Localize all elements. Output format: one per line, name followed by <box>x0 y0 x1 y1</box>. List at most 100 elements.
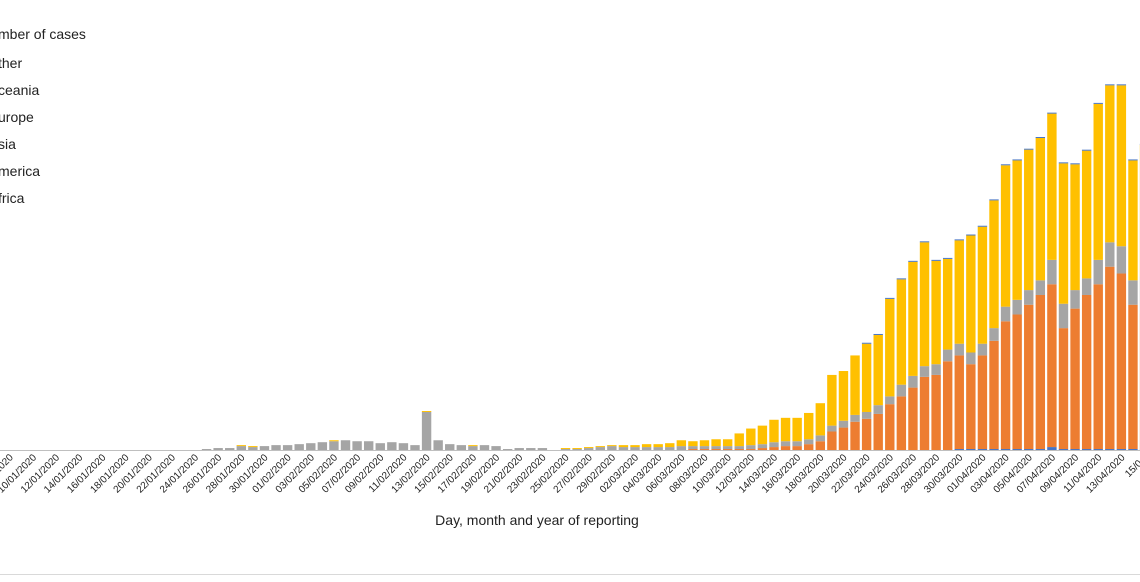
bar-segment-asia <box>572 449 581 450</box>
bar-segment-america <box>1001 321 1010 449</box>
bar-segment-europe <box>422 411 431 412</box>
bar-segment-africa <box>1117 449 1126 450</box>
bar-segment-europe <box>1117 85 1126 246</box>
bar-segment-other <box>931 260 940 261</box>
bar-segment-asia <box>295 444 304 450</box>
bar-segment-asia <box>329 441 338 450</box>
bar-segment-africa <box>1059 449 1068 450</box>
bar-segment-asia <box>897 385 906 397</box>
bar-segment-africa <box>1047 447 1056 450</box>
bar-segment-europe <box>989 200 998 328</box>
bar-segment-other <box>1070 163 1079 164</box>
bar-segment-america <box>1105 267 1114 449</box>
bar-segment-africa <box>1082 449 1091 450</box>
bar-segment-asia <box>433 440 442 450</box>
bar-segment-america <box>1012 314 1021 449</box>
bar-segment-asia <box>410 445 419 450</box>
bar-segment-asia <box>607 446 616 450</box>
bar-segment-america <box>874 414 883 450</box>
bar-segment-america <box>966 364 975 449</box>
bar-segment-africa <box>955 449 964 450</box>
bar-segment-asia <box>792 441 801 446</box>
bar-segment-asia <box>711 446 720 449</box>
bar-segment-asia <box>376 443 385 450</box>
bar-segment-asia <box>202 449 211 450</box>
bar-segment-asia <box>515 448 524 450</box>
bar-segment-europe <box>630 445 639 447</box>
bar-segment-asia <box>526 448 535 450</box>
bar-segment-europe <box>827 375 836 426</box>
bar-segment-asia <box>318 442 327 450</box>
bar-segment-africa <box>1036 449 1045 450</box>
bar-segment-europe <box>584 447 593 448</box>
bar-segment-europe <box>1094 104 1103 260</box>
bar-segment-europe <box>642 444 651 447</box>
bar-segment-europe <box>978 227 987 344</box>
bar-segment-africa <box>1012 449 1021 450</box>
bar-segment-asia <box>399 443 408 450</box>
bar-segment-asia <box>816 435 825 441</box>
x-tick-labels: /202010/01/202012/01/202014/01/202016/01… <box>0 452 1140 495</box>
bar-segment-other <box>908 261 917 262</box>
bar-segment-asia <box>584 448 593 450</box>
bar-segment-europe <box>677 440 686 446</box>
bar-segment-america <box>989 341 998 449</box>
bar-segment-africa <box>966 449 975 450</box>
bar-segment-europe <box>1082 151 1091 279</box>
bar-segment-europe <box>619 445 628 447</box>
bar-segment-asia <box>920 366 929 377</box>
legend: mber of cases therceaniauropesiamericafr… <box>0 26 86 206</box>
bar-segment-asia <box>480 445 489 450</box>
bar-segment-africa <box>1024 449 1033 450</box>
bar-segment-africa <box>1105 449 1114 450</box>
bar-segment-asia <box>1128 280 1137 304</box>
bar-segment-america <box>827 431 836 450</box>
bar-segment-other <box>955 239 964 240</box>
bar-segment-europe <box>966 236 975 353</box>
bar-segment-europe <box>1105 85 1114 242</box>
bar-segment-asia <box>1105 242 1114 266</box>
bar-segment-asia <box>225 448 234 450</box>
bar-segment-america <box>1024 305 1033 449</box>
bar-segment-europe <box>665 443 674 447</box>
bar-segment-asia <box>989 328 998 341</box>
bar-segment-america <box>781 446 790 450</box>
bar-segment-america <box>769 447 778 450</box>
bar-segment-america <box>688 449 697 450</box>
bar-segment-asia <box>839 421 848 428</box>
bar-segment-america <box>885 404 894 450</box>
bar-segment-asia <box>804 439 813 444</box>
bar-segment-europe <box>920 242 929 366</box>
bar-segment-europe <box>1001 165 1010 306</box>
bar-segment-europe <box>908 262 917 376</box>
bar-segment-asia <box>874 405 883 414</box>
bar-segment-africa <box>989 449 998 450</box>
bar-segment-asia <box>468 446 477 450</box>
bar-segment-other <box>1012 159 1021 160</box>
bar-segment-europe <box>862 344 871 412</box>
bar-segment-asia <box>283 445 292 450</box>
bar-segment-asia <box>978 344 987 356</box>
bar-segment-asia <box>1059 304 1068 328</box>
bar-segment-other <box>989 199 998 200</box>
bar-segment-asia <box>1117 246 1126 273</box>
bar-segment-europe <box>248 446 257 447</box>
bar-segment-america <box>908 388 917 450</box>
bar-segment-asia <box>248 447 257 450</box>
bar-segment-america <box>792 446 801 450</box>
bar-segment-europe <box>897 279 906 384</box>
bar-segment-europe <box>1024 150 1033 290</box>
bar-segment-europe <box>943 259 952 350</box>
bar-segment-europe <box>468 445 477 446</box>
bar-segment-asia <box>561 449 570 450</box>
bar-segment-asia <box>931 364 940 375</box>
bar-segment-other <box>1094 103 1103 104</box>
bar-segment-europe <box>329 440 338 441</box>
bar-segment-asia <box>630 447 639 450</box>
bar-segment-other <box>978 226 987 227</box>
bar-segment-europe <box>804 413 813 439</box>
bar-segment-america <box>955 355 964 449</box>
bar-segment-other <box>874 334 883 335</box>
bar-segment-asia <box>387 442 396 450</box>
